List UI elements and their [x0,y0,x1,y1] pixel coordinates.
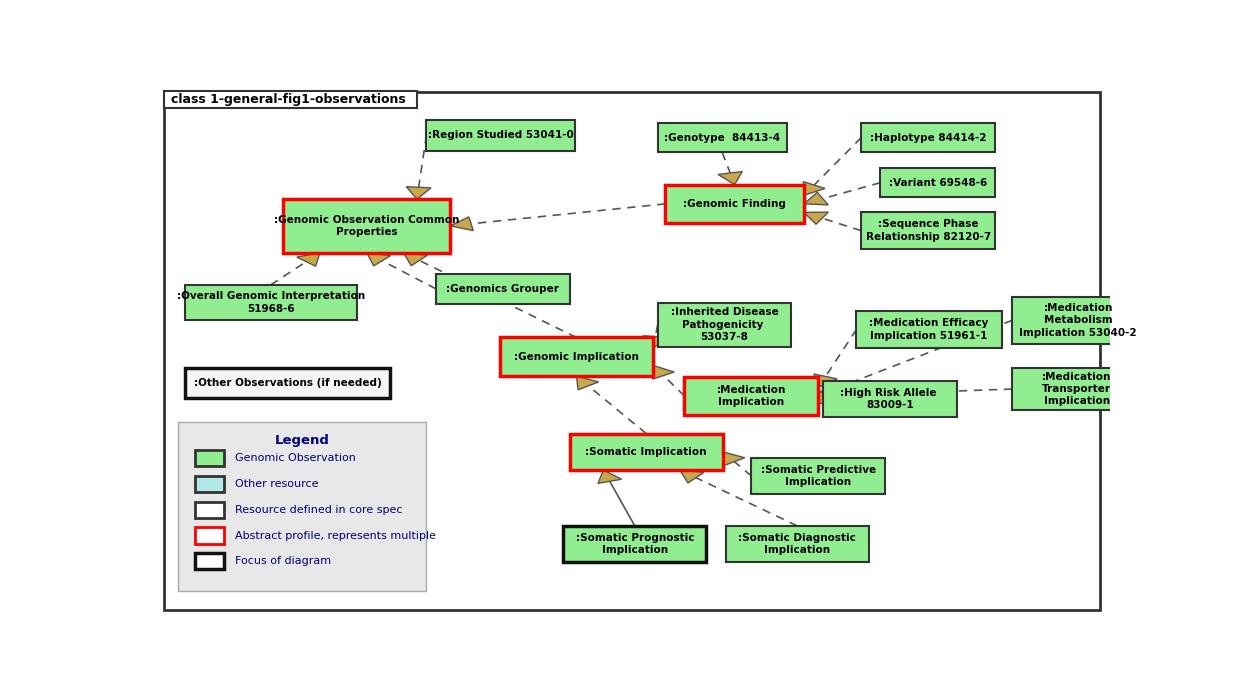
FancyBboxPatch shape [185,368,390,397]
Text: :Overall Genomic Interpretation
51968-6: :Overall Genomic Interpretation 51968-6 [176,291,365,314]
FancyBboxPatch shape [195,476,224,492]
Text: :Genomic Finding: :Genomic Finding [683,199,787,209]
Text: :Genotype  84413-4: :Genotype 84413-4 [665,132,780,143]
Polygon shape [718,171,742,185]
Text: Legend: Legend [275,434,329,447]
Polygon shape [679,470,704,483]
FancyBboxPatch shape [861,123,995,153]
Polygon shape [598,470,621,484]
FancyBboxPatch shape [725,526,869,562]
Text: Focus of diagram: Focus of diagram [236,556,332,566]
Text: :Genomic Observation Common
Properties: :Genomic Observation Common Properties [274,215,460,237]
Text: Genomic Observation: Genomic Observation [236,453,356,464]
Text: :Medication Efficacy
Implication 51961-1: :Medication Efficacy Implication 51961-1 [869,319,989,341]
FancyBboxPatch shape [570,434,723,470]
FancyBboxPatch shape [861,213,995,249]
FancyBboxPatch shape [563,526,707,562]
Text: :Medication
Transporter
Implication: :Medication Transporter Implication [1042,372,1111,406]
Text: :High Risk Allele 
83009-1: :High Risk Allele 83009-1 [840,388,940,411]
FancyBboxPatch shape [657,123,787,153]
FancyBboxPatch shape [1012,297,1144,344]
FancyBboxPatch shape [427,120,575,151]
Polygon shape [407,187,432,199]
Text: Abstract profile, represents multiple: Abstract profile, represents multiple [236,530,436,541]
Polygon shape [804,212,829,224]
FancyBboxPatch shape [436,274,570,304]
Polygon shape [803,182,825,195]
Text: Other resource: Other resource [236,479,319,489]
FancyBboxPatch shape [195,528,224,544]
Polygon shape [804,192,829,205]
Text: :Variant 69548-6: :Variant 69548-6 [889,178,986,187]
Polygon shape [814,374,837,388]
FancyBboxPatch shape [657,302,792,346]
FancyBboxPatch shape [164,91,417,108]
Text: :Other Observations (if needed): :Other Observations (if needed) [194,378,381,388]
FancyBboxPatch shape [195,502,224,518]
Polygon shape [723,452,745,466]
FancyBboxPatch shape [284,199,450,253]
Polygon shape [297,253,319,266]
Text: :Somatic Predictive
Implication: :Somatic Predictive Implication [761,465,875,487]
Text: :Somatic Implication: :Somatic Implication [586,447,707,457]
Text: :Medication
Implication: :Medication Implication [716,385,787,407]
FancyBboxPatch shape [666,185,804,223]
Polygon shape [642,336,667,348]
FancyBboxPatch shape [164,92,1100,610]
FancyBboxPatch shape [880,168,995,197]
Text: Resource defined in core spec: Resource defined in core spec [236,505,403,515]
Text: :Somatic Prognostic
Implication: :Somatic Prognostic Implication [576,533,694,556]
Polygon shape [819,388,840,402]
FancyBboxPatch shape [501,337,653,376]
Polygon shape [819,383,842,395]
FancyBboxPatch shape [185,285,356,320]
FancyBboxPatch shape [824,381,957,418]
Polygon shape [816,391,838,404]
Text: :Somatic Diagnostic
Implication: :Somatic Diagnostic Implication [739,533,856,556]
Polygon shape [403,253,428,266]
Text: :Sequence Phase
Relationship 82120-7: :Sequence Phase Relationship 82120-7 [866,220,991,242]
FancyBboxPatch shape [1012,368,1142,410]
Text: :Medication
Metabolism
Implication 53040-2: :Medication Metabolism Implication 53040… [1020,303,1137,338]
FancyBboxPatch shape [684,376,819,415]
FancyBboxPatch shape [751,458,885,494]
Text: :Haplotype 84414-2: :Haplotype 84414-2 [870,132,986,143]
Text: :Genomics Grouper: :Genomics Grouper [446,284,560,294]
Text: :Inherited Disease
Pathogenicity 
53037-8: :Inherited Disease Pathogenicity 53037-8 [671,307,778,342]
FancyBboxPatch shape [178,422,427,591]
Polygon shape [366,253,391,266]
Text: class 1-general-fig1-observations: class 1-general-fig1-observations [171,93,406,106]
FancyBboxPatch shape [857,311,1001,348]
Polygon shape [450,217,473,231]
Text: :Region Studied 53041-0: :Region Studied 53041-0 [428,130,573,140]
FancyBboxPatch shape [195,450,224,466]
Polygon shape [577,376,598,390]
Text: :Genomic Implication: :Genomic Implication [514,352,639,362]
Polygon shape [652,365,674,379]
FancyBboxPatch shape [195,553,224,569]
